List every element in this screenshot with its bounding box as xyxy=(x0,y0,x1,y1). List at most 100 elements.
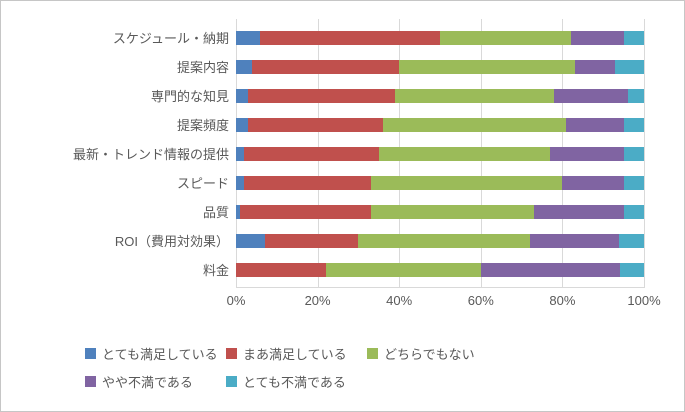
x-axis: 0% 20% 40% 60% 80% 100% xyxy=(227,293,661,311)
bar-segment xyxy=(252,59,400,74)
category-label: 品質 xyxy=(202,205,229,220)
legend: とても満足している まあ満足している どちらでもない やや不満である とても不満である xyxy=(85,339,508,395)
bar-segment xyxy=(439,30,571,45)
bar-segment xyxy=(378,146,551,161)
stacked-bar xyxy=(236,146,644,161)
x-tick-label: 60% xyxy=(467,293,494,308)
bar-segment xyxy=(248,117,383,132)
bar-segment xyxy=(566,117,624,132)
bar-segment xyxy=(248,88,396,103)
category-label: スケジュール・納期 xyxy=(112,31,229,46)
category-label: ROI（費用対効果） xyxy=(114,234,229,249)
x-tick-label: 80% xyxy=(549,293,576,308)
bar-segment xyxy=(370,175,563,190)
stacked-bar xyxy=(236,204,644,219)
legend-swatch xyxy=(226,347,237,359)
bar-segment xyxy=(480,262,620,277)
bar-segment xyxy=(619,262,644,277)
category-label: 最新・トレンド情報の提供 xyxy=(72,147,229,162)
bar-segment xyxy=(623,117,644,132)
legend-item: どちらでもない xyxy=(367,344,508,363)
x-tick-label: 100% xyxy=(627,293,661,308)
legend-label: とても満足している xyxy=(102,346,218,362)
bar-segment xyxy=(529,233,620,248)
chart-row: 最新・トレンド情報の提供 xyxy=(1,139,684,168)
category-label: スピード xyxy=(176,176,229,191)
legend-item: やや不満である xyxy=(85,372,226,391)
legend-row-2: やや不満である とても不満である xyxy=(85,367,508,395)
legend-swatch xyxy=(85,375,96,387)
bar-segment xyxy=(236,117,249,132)
bar-segment xyxy=(395,88,555,103)
bar-segment xyxy=(627,88,644,103)
bar-segment xyxy=(615,59,644,74)
legend-item: まあ満足している xyxy=(226,344,367,363)
chart-rows: スケジュール・納期提案内容専門的な知見提案頻度最新・トレンド情報の提供スピード品… xyxy=(1,23,684,284)
stacked-bar xyxy=(236,233,644,248)
legend-label: やや不満である xyxy=(102,374,193,390)
stacked-bar xyxy=(236,117,644,132)
bar-segment xyxy=(570,30,624,45)
stacked-bar xyxy=(236,175,644,190)
category-label: 専門的な知見 xyxy=(150,89,229,104)
stacked-bar xyxy=(236,30,644,45)
legend-item: とても不満である xyxy=(226,372,367,391)
legend-swatch xyxy=(367,347,378,359)
stacked-bar xyxy=(236,262,644,277)
bar-segment xyxy=(236,146,245,161)
bar-segment xyxy=(236,233,265,248)
chart-row: ROI（費用対効果） xyxy=(1,226,684,255)
bar-segment xyxy=(619,233,644,248)
bar-segment xyxy=(264,233,359,248)
category-label: 料金 xyxy=(202,263,229,278)
legend-label: とても不満である xyxy=(243,374,346,390)
category-label: 提案内容 xyxy=(176,60,229,75)
chart-row: 提案内容 xyxy=(1,52,684,81)
bar-segment xyxy=(236,88,249,103)
x-tick-label: 20% xyxy=(304,293,331,308)
bar-segment xyxy=(236,175,245,190)
chart-row: スピード xyxy=(1,168,684,197)
legend-swatch xyxy=(85,347,96,359)
legend-row-1: とても満足している まあ満足している どちらでもない xyxy=(85,339,508,367)
bar-segment xyxy=(623,30,644,45)
chart-row: スケジュール・納期 xyxy=(1,23,684,52)
gridline xyxy=(644,19,645,287)
bar-segment xyxy=(236,262,326,277)
bar-segment xyxy=(236,30,261,45)
chart-row: 専門的な知見 xyxy=(1,81,684,110)
bar-segment xyxy=(370,204,534,219)
bar-segment xyxy=(550,146,624,161)
bar-segment xyxy=(382,117,567,132)
x-axis-line xyxy=(236,287,645,288)
legend-swatch xyxy=(226,375,237,387)
bar-segment xyxy=(623,146,644,161)
bar-segment xyxy=(554,88,628,103)
legend-item: とても満足している xyxy=(85,344,226,363)
bar-segment xyxy=(623,175,644,190)
category-label: 提案頻度 xyxy=(176,118,229,133)
chart-row: 品質 xyxy=(1,197,684,226)
bar-segment xyxy=(325,262,481,277)
bar-segment xyxy=(533,204,624,219)
stacked-bar xyxy=(236,59,644,74)
bar-segment xyxy=(358,233,530,248)
bar-segment xyxy=(574,59,616,74)
bar-segment xyxy=(399,59,575,74)
x-tick-label: 40% xyxy=(386,293,413,308)
bar-segment xyxy=(236,204,241,219)
bar-segment xyxy=(260,30,440,45)
bar-segment xyxy=(244,146,379,161)
stacked-bar xyxy=(236,88,644,103)
x-tick-label: 0% xyxy=(226,293,246,308)
chart-row: 提案頻度 xyxy=(1,110,684,139)
bar-segment xyxy=(562,175,624,190)
chart-row: 料金 xyxy=(1,255,684,284)
bar-segment xyxy=(244,175,371,190)
bar-segment xyxy=(240,204,371,219)
legend-label: どちらでもない xyxy=(384,346,475,362)
legend-label: まあ満足している xyxy=(243,346,347,362)
bar-segment xyxy=(623,204,644,219)
bar-segment xyxy=(236,59,253,74)
